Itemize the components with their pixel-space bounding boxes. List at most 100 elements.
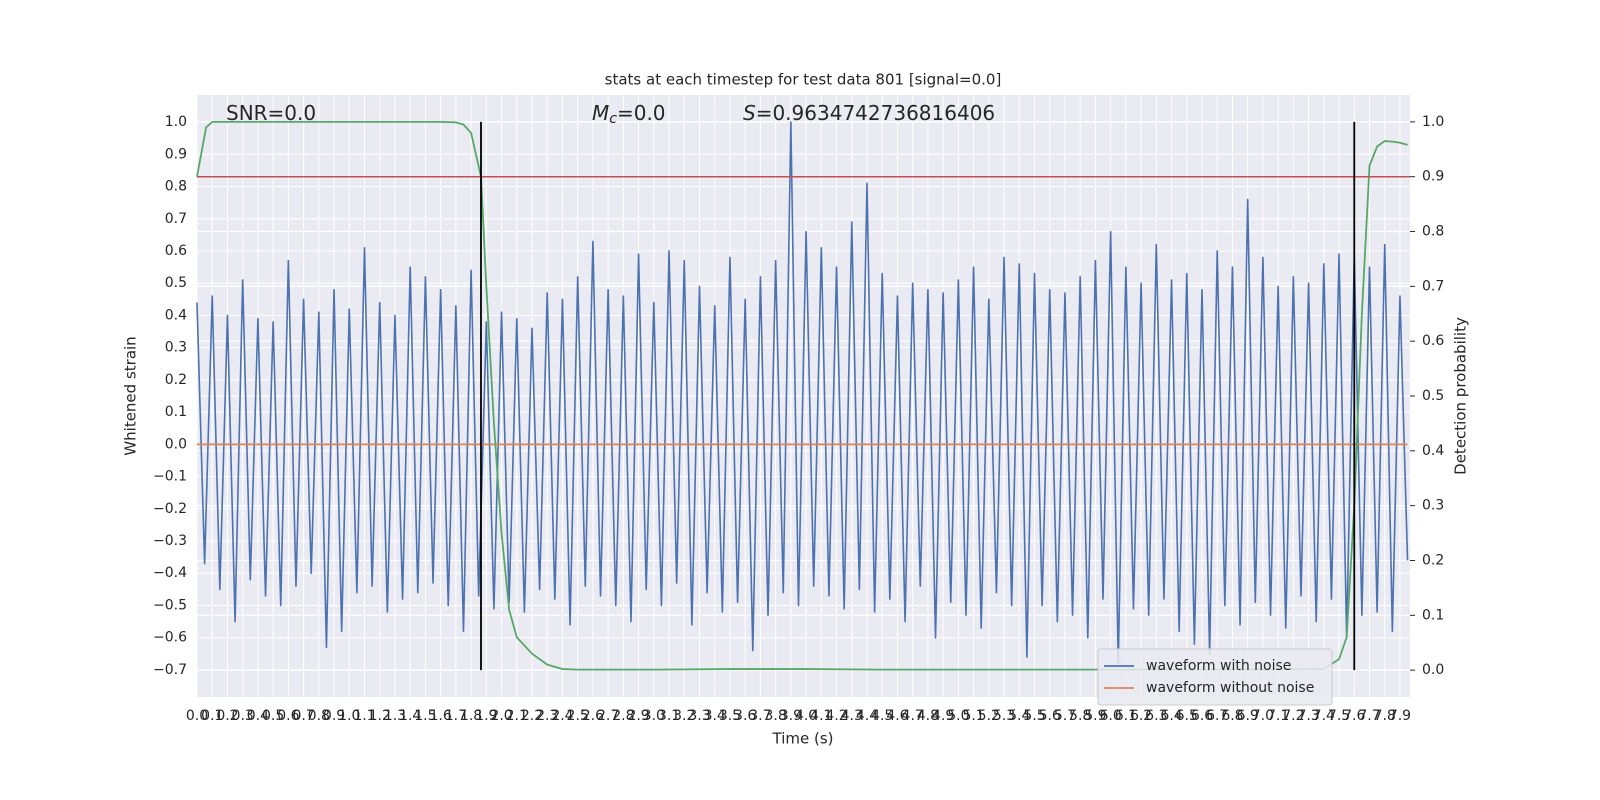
annotation-text: SNR=0.0	[226, 101, 316, 125]
x-tick-label: 0.1	[201, 708, 223, 724]
x-tick-label: 5.8	[1069, 708, 1091, 724]
x-tick-label: 7.8	[1374, 708, 1396, 724]
x-tick-label: 6.2	[1130, 708, 1152, 724]
x-tick-label: 0.8	[308, 708, 330, 724]
x-tick-label: 4.5	[871, 708, 893, 724]
x-tick-label: 6.8	[1221, 708, 1243, 724]
y2-tick-label: 1.0	[1422, 114, 1444, 130]
y2-tick-label: 0.1	[1422, 607, 1444, 623]
x-tick-label: 4.3	[841, 708, 863, 724]
y2-tick-label: 0.3	[1422, 498, 1444, 514]
y-tick-label: −0.1	[153, 469, 187, 485]
annotation: SNR=0.0	[226, 101, 316, 125]
x-tick-label: 7.6	[1343, 708, 1365, 724]
x-tick-label: 1.6	[430, 708, 452, 724]
x-tick-label: 2.5	[567, 708, 589, 724]
x-tick-label: 4.8	[917, 708, 939, 724]
y-tick-label: 0.1	[165, 404, 187, 420]
x-tick-label: 6.5	[1176, 708, 1198, 724]
x-tick-label: 2.0	[490, 708, 512, 724]
x-tick-label: 7.1	[1267, 708, 1289, 724]
y2-tick-label: 0.0	[1422, 662, 1444, 678]
y-tick-label: 0.2	[165, 372, 187, 388]
x-tick-label: 4.7	[902, 708, 924, 724]
y2-tick-label: 0.4	[1422, 443, 1444, 459]
x-tick-label: 2.9	[627, 708, 649, 724]
x-tick-label: 2.8	[612, 708, 634, 724]
x-tick-label: 0.5	[262, 708, 284, 724]
x-tick-label: 2.3	[536, 708, 558, 724]
x-tick-label: 5.7	[1054, 708, 1076, 724]
x-tick-label: 7.7	[1358, 708, 1380, 724]
y-tick-label: 0.4	[165, 307, 187, 323]
x-tick-label: 5.1	[962, 708, 984, 724]
y-tick-label: −0.6	[153, 630, 187, 646]
x-tick-label: 5.3	[993, 708, 1015, 724]
y-tick-label: 0.6	[165, 243, 187, 259]
y-tick-label: 0.3	[165, 340, 187, 356]
x-tick-label: 0.6	[277, 708, 299, 724]
x-tick-label: 3.5	[719, 708, 741, 724]
x-tick-label: 1.2	[369, 708, 391, 724]
y-tick-label: 0.7	[165, 211, 187, 227]
x-tick-label: 3.0	[643, 708, 665, 724]
x-tick-label: 6.4	[1160, 708, 1182, 724]
x-tick-label: 6.3	[1145, 708, 1167, 724]
y2-tick-label: 0.2	[1422, 552, 1444, 568]
x-tick-label: 0.9	[323, 708, 345, 724]
y2-tick-label: 0.5	[1422, 388, 1444, 404]
x-tick-label: 1.5	[414, 708, 436, 724]
x-tick-label: 0.4	[247, 708, 269, 724]
series-line	[196, 121, 1409, 665]
y2-tick-label: 0.8	[1422, 224, 1444, 240]
x-tick-label: 5.6	[1039, 708, 1061, 724]
y-tick-label: −0.7	[153, 662, 187, 678]
y-tick-label: 0.9	[165, 146, 187, 162]
x-tick-label: 5.5	[1023, 708, 1045, 724]
x-tick-label: 4.0	[795, 708, 817, 724]
y-tick-label: −0.2	[153, 501, 187, 517]
x-tick-label: 0.0	[186, 708, 208, 724]
x-tick-label: 4.1	[810, 708, 832, 724]
y2-tick-label: 0.7	[1422, 278, 1444, 294]
x-tick-label: 0.3	[232, 708, 254, 724]
legend-label: waveform without noise	[1146, 680, 1314, 696]
x-tick-label: 0.7	[292, 708, 314, 724]
annotation-text: =0.9634742736816406	[756, 101, 995, 125]
annotation-subscript: c	[609, 111, 617, 127]
x-tick-label: 3.2	[673, 708, 695, 724]
x-tick-label: 3.9	[780, 708, 802, 724]
x-tick-label: 7.0	[1252, 708, 1274, 724]
x-tick-label: 2.1	[506, 708, 528, 724]
y-tick-label: 0.0	[165, 436, 187, 452]
y-axis-label: Whitened strain	[122, 336, 140, 455]
x-tick-label: 7.5	[1328, 708, 1350, 724]
series-line	[196, 120, 1408, 671]
annotation-symbol: M	[592, 101, 609, 125]
x-tick-label: 1.4	[399, 708, 421, 724]
y2-tick-label: 0.9	[1422, 169, 1444, 185]
y2-tick-label: 0.6	[1422, 333, 1444, 349]
x-tick-label: 1.9	[475, 708, 497, 724]
x-tick-label: 7.2	[1282, 708, 1304, 724]
x-tick-label: 6.9	[1237, 708, 1259, 724]
x-axis-label: Time (s)	[772, 730, 834, 748]
x-tick-label: 4.9	[932, 708, 954, 724]
x-tick-label: 3.6	[734, 708, 756, 724]
y2-axis-label: Detection probability	[1452, 317, 1470, 475]
x-tick-label: 3.7	[749, 708, 771, 724]
y-tick-label: −0.5	[153, 597, 187, 613]
x-tick-label: 1.0	[338, 708, 360, 724]
x-tick-label: 7.3	[1297, 708, 1319, 724]
x-tick-label: 3.1	[658, 708, 680, 724]
x-tick-label: 5.2	[978, 708, 1000, 724]
legend: waveform with noise waveform without nois…	[1097, 648, 1333, 706]
x-tick-label: 6.0	[1100, 708, 1122, 724]
x-tick-label: 3.8	[765, 708, 787, 724]
x-tick-label: 1.1	[353, 708, 375, 724]
x-tick-label: 4.4	[856, 708, 878, 724]
y-tick-label: −0.4	[153, 565, 187, 581]
x-tick-label: 5.9	[1084, 708, 1106, 724]
x-tick-label: 3.3	[688, 708, 710, 724]
